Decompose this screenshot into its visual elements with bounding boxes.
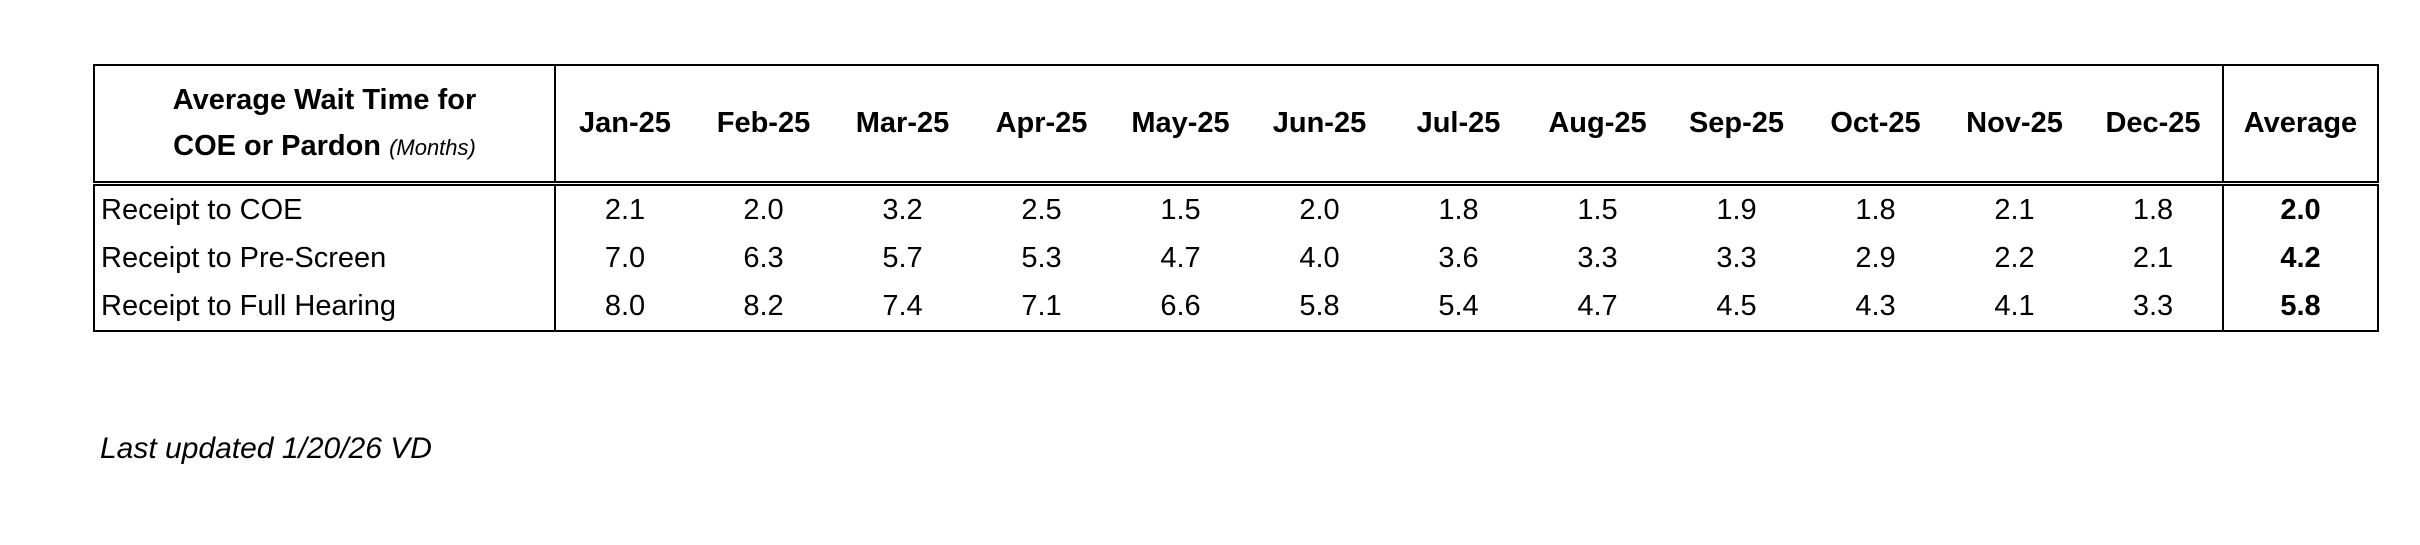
value-cell: 4.7 [1160, 241, 1201, 274]
value-cell: 1.9 [1716, 193, 1757, 226]
average-cell: 4.2 [2222, 234, 2378, 282]
value-cell: 2.5 [1021, 193, 1062, 226]
month-header: Jun-25 [1250, 65, 1389, 186]
value-cell: 2.0 [743, 193, 784, 226]
title-note: (Months) [389, 134, 476, 160]
value-cell: 3.3 [2132, 289, 2174, 322]
month-header: Sep-25 [1667, 65, 1806, 186]
value-cell: 3.3 [1577, 241, 1618, 274]
data-row: Receipt to Pre-Screen 7.0 6.3 5.7 5.3 4.7 4.0 3… [94, 234, 2378, 282]
value-cell: 2.9 [1855, 241, 1896, 274]
month-header: Apr-25 [972, 65, 1111, 186]
table-title: Average Wait Time for COE or Pardon (Mon… [94, 65, 556, 186]
value-cell: 3.2 [882, 193, 923, 226]
value-cell: 1.8 [1855, 193, 1896, 226]
value-cell: 2.2 [1994, 241, 2035, 274]
value-cell: 1.8 [2132, 193, 2174, 226]
average-cell: 2.0 [2222, 183, 2378, 234]
value-cell: 7.0 [604, 241, 646, 274]
value-cell: 1.5 [1160, 193, 1201, 226]
footnote: Last updated 1/20/26 VD [100, 432, 432, 465]
month-header: Dec-25 [2084, 65, 2223, 186]
month-header: Feb-25 [694, 65, 833, 186]
data-row: Receipt to Full Hearing 8.0 8.2 7.4 7.1 6.6 5.… [94, 282, 2378, 331]
value-cell: 6.6 [1160, 289, 1201, 322]
month-header: Aug-25 [1528, 65, 1667, 186]
value-cell: 5.3 [1021, 241, 1062, 274]
data-row: Receipt to COE 2.1 2.0 3.2 2.5 1.5 2.0 1.8 1.5 1.… [94, 183, 2378, 234]
value-cell: 2.1 [1994, 193, 2035, 226]
value-cell: 5.7 [882, 241, 923, 274]
month-header: Mar-25 [833, 65, 972, 186]
value-cell: 2.1 [2132, 241, 2174, 274]
title-line: Average Wait Time for [172, 83, 477, 116]
value-cell: 4.1 [1994, 289, 2035, 322]
value-cell: 8.0 [604, 289, 646, 322]
month-header: Oct-25 [1806, 65, 1945, 186]
value-cell: 5.4 [1438, 289, 1479, 322]
value-cell: 7.4 [882, 289, 923, 322]
value-cell: 2.0 [1299, 193, 1340, 226]
value-cell: 3.6 [1438, 241, 1479, 274]
value-cell: 4.0 [1299, 241, 1340, 274]
value-cell: 6.3 [743, 241, 784, 274]
value-cell: 4.3 [1855, 289, 1896, 322]
value-cell: 8.2 [743, 289, 784, 322]
row-label: Receipt to Full Hearing [94, 282, 556, 331]
value-cell: 3.3 [1716, 241, 1757, 274]
average-header: Average [2222, 65, 2378, 186]
value-cell: 1.5 [1577, 193, 1618, 226]
month-header: Jan-25 [555, 65, 694, 186]
average-cell: 5.8 [2222, 282, 2378, 331]
value-cell: 7.1 [1021, 289, 1062, 322]
header-row: Average Wait Time for COE or Pardon (Mon… [94, 65, 2378, 186]
value-cell: 1.8 [1438, 193, 1479, 226]
row-label: Receipt to Pre-Screen [94, 234, 556, 282]
month-header: Nov-25 [1945, 65, 2084, 186]
value-cell: 4.5 [1716, 289, 1757, 322]
value-cell: 2.1 [604, 193, 646, 226]
row-label: Receipt to COE [94, 183, 556, 234]
month-header: May-25 [1111, 65, 1250, 186]
value-cell: 5.8 [1299, 289, 1340, 322]
month-header: Jul-25 [1389, 65, 1528, 186]
value-cell: 4.7 [1577, 289, 1618, 322]
wait-time-table: Average Wait Time for COE or Pardon (Mon… [93, 64, 2379, 332]
title-line: COE or Pardon [173, 129, 381, 162]
